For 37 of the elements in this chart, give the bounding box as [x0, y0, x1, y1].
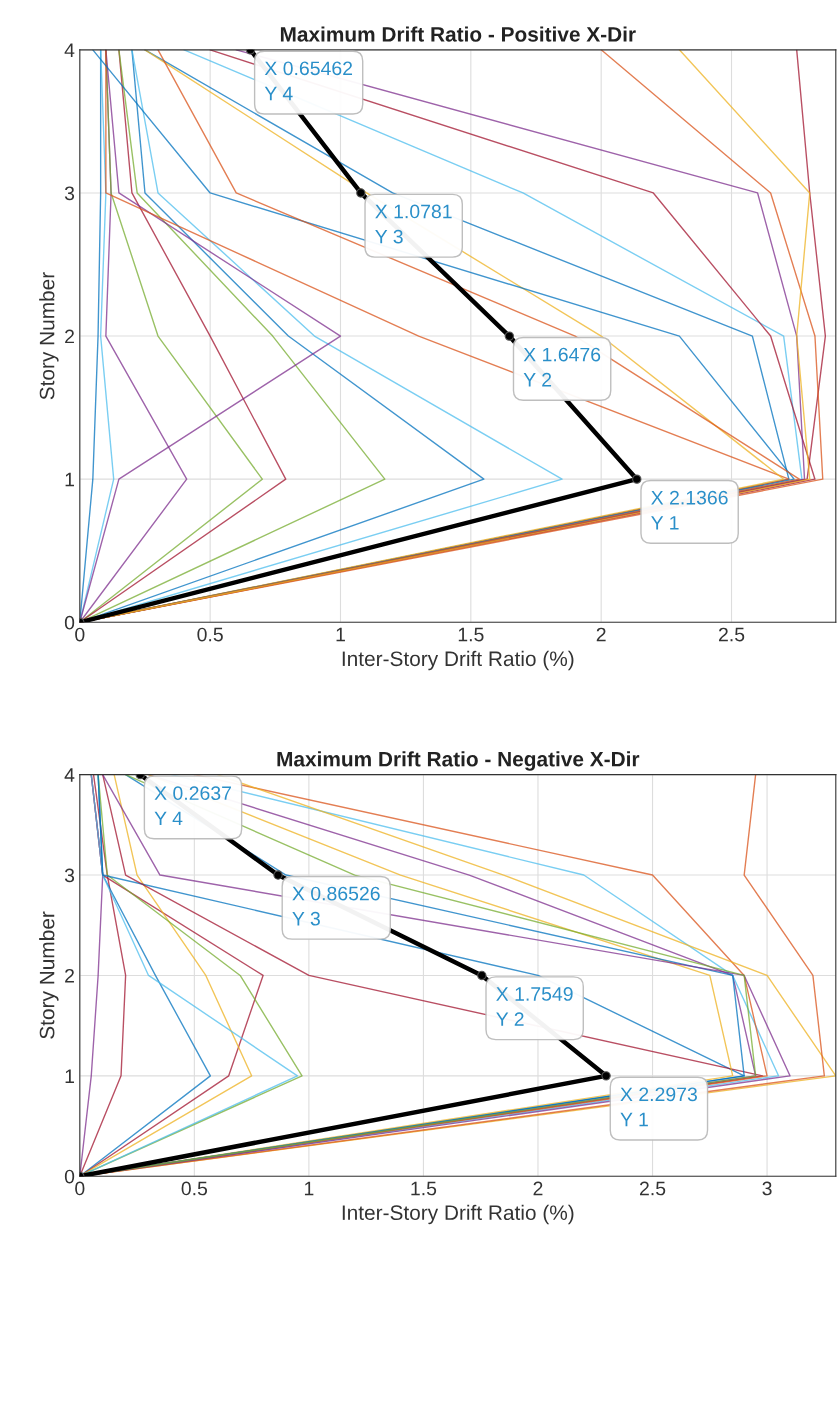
y-tick-label: 0: [64, 615, 75, 630]
annotation: X 0.86526 Y 3: [292, 886, 380, 926]
x-tick-label: 2: [596, 627, 606, 642]
chart-title: Maximum Drift Ratio - Positive X-Dir: [280, 26, 636, 42]
x-tick-label: 0.5: [197, 627, 223, 642]
annotation: X 2.1366 Y 1: [651, 490, 728, 530]
y-tick-label: 1: [65, 472, 74, 487]
x-tick-label: 1: [304, 1181, 314, 1196]
y-tick-label: 2: [65, 968, 74, 983]
x-tick-label: 2: [533, 1181, 543, 1196]
x-tick-label: 0: [75, 1181, 85, 1196]
y-tick-label: 1: [65, 1069, 74, 1083]
y-axis-title: Story Number: [39, 911, 59, 1039]
y-tick-label: 4: [64, 43, 75, 57]
x-tick-label: 2.5: [639, 1181, 666, 1196]
x-tick-label: 2.5: [718, 627, 745, 642]
chart-title: Maximum Drift Ratio - Negative X-Dir: [277, 751, 640, 771]
y-tick-label: 4: [64, 768, 75, 782]
x-axis-title: Inter-Story Drift Ratio (%): [342, 1204, 574, 1225]
annotation: X 1.6476 Y 2: [523, 347, 601, 387]
annotation: X 1.0781 Y 3: [375, 204, 452, 244]
x-tick-label: 1: [336, 627, 345, 642]
annotation: X 1.7549 Y 2: [496, 987, 573, 1026]
x-tick-label: 0.5: [181, 1181, 208, 1196]
y-tick-label: 2: [65, 329, 74, 344]
y-axis-title: Story Number: [39, 272, 59, 400]
annotation: X 2.2973 Y 1: [620, 1087, 697, 1127]
x-tick-label: 3: [762, 1181, 772, 1196]
x-tick-label: 1.5: [458, 627, 484, 642]
annotation: X 0.2637 Y 4: [154, 786, 231, 826]
y-tick-label: 0: [64, 1169, 75, 1184]
x-axis-title: Inter-Story Drift Ratio (%): [342, 650, 574, 671]
x-tick-label: 0: [75, 627, 85, 642]
y-tick-label: 3: [64, 186, 75, 201]
x-tick-label: 1.5: [411, 1181, 437, 1196]
y-tick-label: 3: [64, 868, 75, 883]
annotation: X 0.65462 Y 4: [264, 61, 353, 101]
